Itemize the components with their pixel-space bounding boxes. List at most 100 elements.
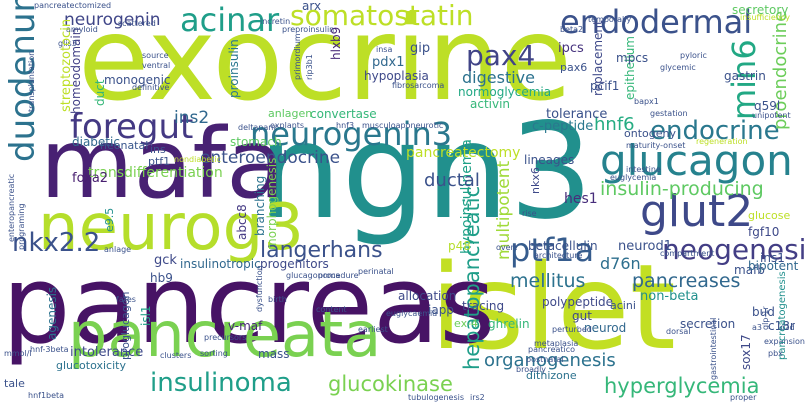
word-endodermal: endodermal — [560, 3, 753, 41]
word-dorsal: dorsal — [666, 327, 691, 336]
word-procedure: procedure — [318, 271, 359, 280]
word-foxa2: foxa2 — [72, 171, 109, 186]
word-c2d: c2d — [780, 323, 795, 332]
word-allocation: allocation — [398, 289, 457, 303]
word-ptf1: ptf1 — [148, 155, 171, 168]
word-endocrine: endocrine — [650, 116, 780, 146]
word-fibrosarcoma: fibrosarcoma — [392, 81, 445, 90]
word-pancreatectomy: pancreatectomy — [406, 145, 521, 161]
word-definitive: definitive — [132, 83, 170, 92]
word-hnf3: hnf3 — [336, 121, 355, 130]
word-hypoplasia: hypoplasia — [364, 69, 429, 83]
word-q59l: q59l — [754, 99, 781, 113]
word-monogenic: monogenic — [104, 73, 171, 87]
word-langerhans: langerhans — [260, 238, 383, 263]
word-pancreas: pancreas — [2, 243, 496, 368]
word-non-beta: non-beta — [640, 289, 699, 304]
word-metaplasia: metaplasia — [534, 339, 579, 348]
word-isl1: isl1 — [139, 305, 153, 326]
word-ductal: ductal — [424, 170, 480, 191]
word-mellitus: mellitus — [510, 270, 586, 292]
word-broadly: broadly — [516, 365, 547, 374]
word-maturity-onset: maturity-onset — [626, 141, 686, 150]
word-clusters: clusters — [160, 351, 192, 360]
word-pax6: pax6 — [560, 61, 588, 74]
word-glucotoxicity: glucotoxicity — [56, 359, 126, 372]
word-tubulogenesis: tubulogenesis — [408, 393, 465, 402]
word-neogenesis: neogenesis — [662, 233, 808, 266]
word-glut2: glut2 — [640, 186, 754, 237]
word-irs2: irs2 — [470, 393, 485, 402]
word-somatostatin: somatostatin — [290, 0, 474, 32]
word-beta2: beta2 — [560, 25, 584, 34]
word-pbx: pbx — [768, 349, 783, 358]
word-hnf-3beta: hnf-3beta — [30, 345, 69, 354]
word-betacellulin: betacellulin — [528, 239, 598, 253]
word-ptf1a: ptf1a — [510, 231, 595, 269]
word-neurod1: neurod1 — [618, 239, 673, 254]
word-content: content — [316, 305, 347, 314]
word-mass: mass — [258, 347, 290, 361]
word-glycemic: glycemic — [660, 63, 696, 72]
word-normoglycemia: normoglycemia — [458, 85, 552, 99]
word-primordium: primordium — [293, 33, 302, 80]
word-glp-1r: glp-1r — [761, 306, 770, 330]
word-bipotent: bipotent — [748, 259, 799, 273]
word-pcif1: pcif1 — [590, 79, 620, 93]
word-organogenesis: organogenesis — [484, 350, 616, 371]
word-pancreata: pancreata — [68, 298, 382, 371]
word-anlagen: anlagen — [268, 107, 313, 120]
word-a3: a3 — [752, 323, 762, 332]
word-ins: ins — [150, 143, 166, 156]
word-preproinsulin: preproinsulin — [282, 25, 335, 34]
word-compartment: compartment — [660, 249, 715, 258]
word-islet: islet — [430, 238, 676, 376]
word-anlage: anlage — [104, 245, 132, 254]
word-overt: overt — [496, 243, 517, 252]
word-pancreatico: pancreatico — [528, 345, 576, 354]
word-gck: gck — [154, 253, 177, 268]
word-nkx2.2: nkx2.2 — [12, 228, 101, 258]
word-gastrointestinal: gastrointestinal — [709, 317, 718, 380]
word-regeneration: regeneration — [696, 137, 748, 146]
word-programing: programing — [17, 203, 26, 250]
word-incretin: incretin — [260, 17, 291, 26]
word-birth: birth — [268, 295, 287, 304]
word-tracing: tracing — [462, 299, 505, 313]
word-unipotent: unipotent — [752, 111, 791, 120]
word-gestation: gestation — [650, 109, 688, 118]
word-d76n: d76n — [600, 254, 641, 273]
word-dysfunction: dysfunction — [255, 265, 264, 312]
word-neurod: neurod — [584, 321, 627, 335]
word-tolerance: tolerance — [546, 107, 608, 122]
word-dithizone: dithizone — [526, 369, 577, 382]
word-pancreatogenesis: pancreatogenesis — [777, 271, 788, 360]
word-c-peptide: c-peptide — [532, 119, 594, 134]
word-hnf6: hnf6 — [594, 114, 635, 135]
word-exocrine: exocrine — [78, 0, 572, 127]
word-mpcs: mpcs — [616, 51, 649, 65]
word-ex-4: ex-4 — [454, 317, 479, 330]
word-sox17: sox17 — [739, 334, 753, 370]
word-ngn3: ngn3 — [258, 95, 594, 249]
word-postnatal: postnatal — [526, 355, 564, 364]
word-proinsulin: proinsulin — [227, 39, 241, 98]
word-c18r: c18r — [768, 319, 795, 333]
word-e9.5: e9.5 — [103, 207, 116, 232]
word-expansion: expansion — [764, 337, 805, 346]
word-precursors: precursors — [204, 333, 247, 342]
word-mmol/l: mmol/l — [4, 349, 32, 358]
word-explants: explants — [270, 121, 305, 130]
word-euglycaemia: euglycaemia — [386, 309, 438, 318]
word-insulin-producing: insulin-producing — [600, 178, 764, 200]
word-neurogenin: neurogenin — [64, 10, 161, 30]
word-fgf10: fgf10 — [748, 225, 780, 239]
word-rise: rise — [522, 209, 537, 218]
word-streptozotocin: streptozotocin — [59, 18, 74, 112]
word-insulinoma: insulinoma — [150, 368, 292, 398]
word-neurog3: neurog3 — [38, 191, 304, 265]
word-enteropancreatic: enteropancreatic — [7, 173, 16, 242]
word-acinar: acinar — [180, 1, 280, 39]
word-fates: fates — [116, 295, 136, 304]
word-foregut: foregut — [70, 107, 194, 147]
